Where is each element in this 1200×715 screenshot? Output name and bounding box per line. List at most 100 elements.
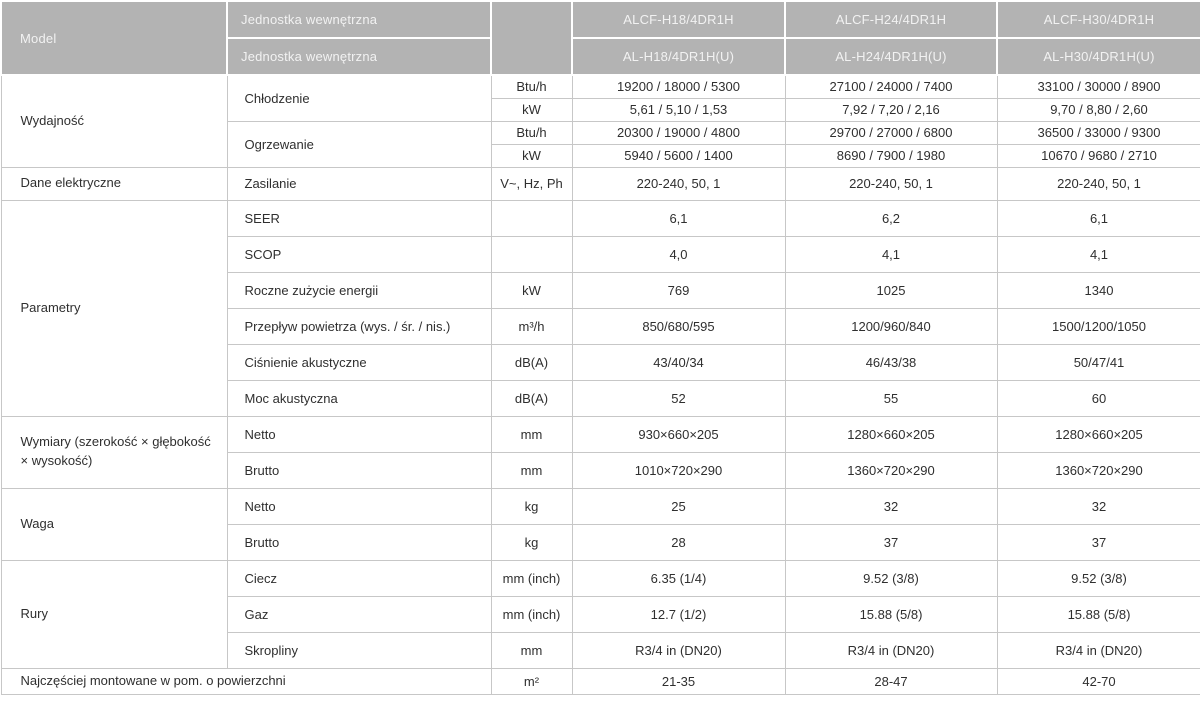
unit-cell xyxy=(490,235,573,273)
value-cell: 4,0 xyxy=(571,235,786,273)
group-dimensions: Wymiary (szerokość × głębokość × wysokoś… xyxy=(0,415,228,489)
value-cell: R3/4 in (DN20) xyxy=(571,631,786,669)
label-sound-pressure: Ciśnienie akustyczne xyxy=(226,343,492,381)
value-cell: 1360×720×290 xyxy=(996,451,1200,489)
value-cell: 28 xyxy=(571,523,786,561)
table-body: Wydajność Chłodzenie Btu/h 19200 / 18000… xyxy=(0,74,1200,695)
row-sound-pressure: Ciśnienie akustyczne dB(A) 43/40/34 46/4… xyxy=(1,343,1200,381)
label-sound-power: Moc akustyczna xyxy=(226,379,492,417)
value-cell: 220-240, 50, 1 xyxy=(996,166,1200,201)
value-cell: 220-240, 50, 1 xyxy=(571,166,786,201)
value-cell: 5940 / 5600 / 1400 xyxy=(571,143,786,168)
value-cell: 220-240, 50, 1 xyxy=(784,166,998,201)
group-electrical: Dane elektryczne xyxy=(0,166,228,201)
value-cell: R3/4 in (DN20) xyxy=(996,631,1200,669)
group-weight: Waga xyxy=(0,487,228,561)
row-heating-btu: Ogrzewanie Btu/h 20300 / 19000 / 4800 29… xyxy=(1,120,1200,168)
value-cell: 1360×720×290 xyxy=(784,451,998,489)
label-gas: Gaz xyxy=(226,595,492,633)
unit-cell: Btu/h xyxy=(490,74,573,99)
value-cell: 21-35 xyxy=(571,667,786,695)
row-dimensions-net: Wymiary (szerokość × głębokość × wysokoś… xyxy=(0,415,1200,489)
row-dimensions-gross: Brutto mm 1010×720×290 1360×720×290 1360… xyxy=(1,451,1200,489)
row-power-supply: Dane elektryczne Zasilanie V~, Hz, Ph 22… xyxy=(0,166,1200,201)
label-scop: SCOP xyxy=(226,235,492,273)
header-submodel-2: AL-H24/4DR1H(U) xyxy=(784,37,998,76)
value-cell: 12.7 (1/2) xyxy=(571,595,786,633)
value-cell: 50/47/41 xyxy=(996,343,1200,381)
unit-cell xyxy=(490,199,573,237)
value-cell: 6.35 (1/4) xyxy=(571,559,786,597)
value-cell: 850/680/595 xyxy=(571,307,786,345)
header-model-2: ALCF-H24/4DR1H xyxy=(784,0,998,39)
value-cell: 27100 / 24000 / 7400 xyxy=(784,74,998,99)
value-cell: 42-70 xyxy=(996,667,1200,695)
unit-cell: V~, Hz, Ph xyxy=(490,166,573,201)
label-gross: Brutto xyxy=(226,451,492,489)
group-parameters: Parametry xyxy=(0,199,228,417)
header-model-3: ALCF-H30/4DR1H xyxy=(996,0,1200,39)
value-cell: 52 xyxy=(571,379,786,417)
value-cell: 1280×660×205 xyxy=(996,415,1200,453)
value-cell: R3/4 in (DN20) xyxy=(784,631,998,669)
label-cooling: Chłodzenie xyxy=(226,74,492,122)
value-cell: 6,1 xyxy=(571,199,786,237)
group-capacity: Wydajność xyxy=(0,74,228,168)
value-cell: 15.88 (5/8) xyxy=(784,595,998,633)
row-pipe-condensate: Skropliny mm R3/4 in (DN20) R3/4 in (DN2… xyxy=(1,631,1200,669)
row-room-area: Najczęściej montowane w pom. o powierzch… xyxy=(0,667,1200,695)
row-cooling-kw: kW 5,61 / 5,10 / 1,53 7,92 / 7,20 / 2,16… xyxy=(1,97,1200,122)
unit-cell: mm (inch) xyxy=(490,595,573,633)
unit-cell: dB(A) xyxy=(490,343,573,381)
header-model-1: ALCF-H18/4DR1H xyxy=(571,0,786,39)
unit-cell: Btu/h xyxy=(490,120,573,145)
value-cell: 930×660×205 xyxy=(571,415,786,453)
value-cell: 37 xyxy=(784,523,998,561)
row-pipe-gas: Gaz mm (inch) 12.7 (1/2) 15.88 (5/8) 15.… xyxy=(1,595,1200,633)
label-room-area: Najczęściej montowane w pom. o powierzch… xyxy=(0,667,492,695)
unit-cell: kW xyxy=(490,97,573,122)
value-cell: 20300 / 19000 / 4800 xyxy=(571,120,786,145)
row-weight-gross: Brutto kg 28 37 37 xyxy=(1,523,1200,561)
value-cell: 4,1 xyxy=(996,235,1200,273)
row-cooling-btu: Wydajność Chłodzenie Btu/h 19200 / 18000… xyxy=(0,74,1200,168)
value-cell: 28-47 xyxy=(784,667,998,695)
label-net: Netto xyxy=(226,487,492,525)
value-cell: 9,70 / 8,80 / 2,60 xyxy=(996,97,1200,122)
value-cell: 15.88 (5/8) xyxy=(996,595,1200,633)
label-condensate: Skropliny xyxy=(226,631,492,669)
label-power-supply: Zasilanie xyxy=(226,166,492,201)
unit-cell: kW xyxy=(490,271,573,309)
spec-table: Model Jednostka wewnętrzna ALCF-H18/4DR1… xyxy=(0,0,1200,695)
value-cell: 32 xyxy=(784,487,998,525)
row-annual-energy: Roczne zużycie energii kW 769 1025 1340 xyxy=(1,271,1200,309)
value-cell: 1340 xyxy=(996,271,1200,309)
row-weight-net: Waga Netto kg 25 32 32 xyxy=(0,487,1200,561)
value-cell: 33100 / 30000 / 8900 xyxy=(996,74,1200,99)
value-cell: 7,92 / 7,20 / 2,16 xyxy=(784,97,998,122)
row-airflow: Przepływ powietrza (wys. / śr. / nis.) m… xyxy=(1,307,1200,345)
unit-cell: mm (inch) xyxy=(490,559,573,597)
value-cell: 1500/1200/1050 xyxy=(996,307,1200,345)
label-liquid: Ciecz xyxy=(226,559,492,597)
unit-cell: m² xyxy=(490,667,573,695)
value-cell: 36500 / 33000 / 9300 xyxy=(996,120,1200,145)
unit-cell: kg xyxy=(490,523,573,561)
unit-cell: kg xyxy=(490,487,573,525)
value-cell: 9.52 (3/8) xyxy=(784,559,998,597)
value-cell: 60 xyxy=(996,379,1200,417)
value-cell: 1010×720×290 xyxy=(571,451,786,489)
value-cell: 43/40/34 xyxy=(571,343,786,381)
value-cell: 1280×660×205 xyxy=(784,415,998,453)
label-gross: Brutto xyxy=(226,523,492,561)
header-indoor-unit-row1: Jednostka wewnętrzna xyxy=(226,0,492,39)
header-unit-column-spacer xyxy=(490,0,573,76)
header-row-2: Jednostka wewnętrzna AL-H18/4DR1H(U) AL-… xyxy=(1,37,1200,76)
value-cell: 10670 / 9680 / 2710 xyxy=(996,143,1200,168)
value-cell: 46/43/38 xyxy=(784,343,998,381)
label-net: Netto xyxy=(226,415,492,453)
value-cell: 19200 / 18000 / 5300 xyxy=(571,74,786,99)
value-cell: 8690 / 7900 / 1980 xyxy=(784,143,998,168)
value-cell: 9.52 (3/8) xyxy=(996,559,1200,597)
unit-cell: mm xyxy=(490,451,573,489)
